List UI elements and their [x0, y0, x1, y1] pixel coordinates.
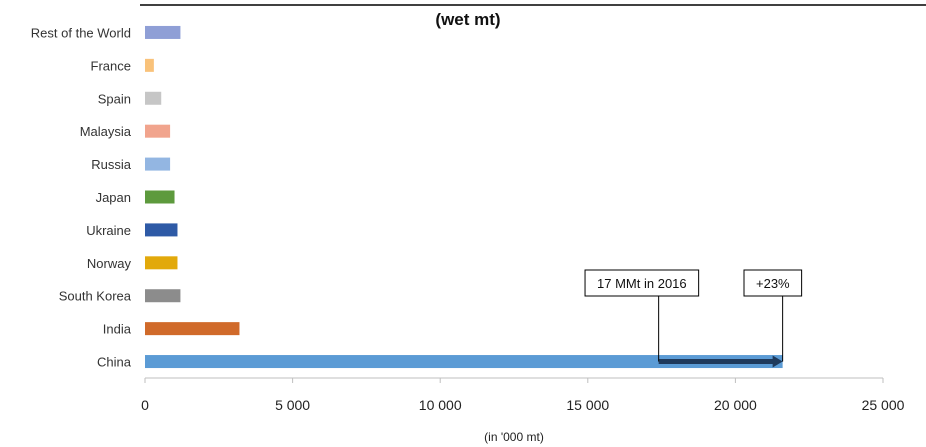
- annotations: 17 MMt in 2016 +23%: [584, 269, 803, 368]
- callout-box: [743, 269, 803, 297]
- x-tick-label: 15 000: [566, 397, 609, 413]
- bar-france: [145, 58, 154, 72]
- category-label-south-korea: South Korea: [59, 289, 132, 304]
- chart-title: (wet mt): [435, 10, 500, 29]
- x-ticks: 0 5 000 10 000 15 000 20 000 25 000: [141, 378, 905, 413]
- x-tick-label: 0: [141, 397, 149, 413]
- callout-box: [584, 269, 700, 297]
- bar-china: [145, 355, 783, 369]
- x-tick-label: 5 000: [275, 397, 310, 413]
- x-axis-title: (in '000 mt): [484, 430, 544, 444]
- category-label-china: China: [97, 355, 132, 370]
- category-label-malaysia: Malaysia: [80, 124, 132, 139]
- bar-japan: [145, 190, 175, 204]
- bar-rest-of-the-world: [145, 25, 181, 39]
- category-label-japan: Japan: [96, 190, 131, 205]
- category-label-india: India: [103, 322, 132, 337]
- bar-russia: [145, 157, 171, 171]
- bar-malaysia: [145, 124, 171, 138]
- x-tick-label: 25 000: [862, 397, 905, 413]
- category-label-russia: Russia: [91, 157, 132, 172]
- category-label-norway: Norway: [87, 256, 132, 271]
- bar-group: [145, 25, 783, 369]
- callout-text: 17 MMt in 2016: [597, 276, 687, 291]
- bar-spain: [145, 91, 162, 105]
- x-tick-label: 10 000: [419, 397, 462, 413]
- bar-ukraine: [145, 223, 178, 237]
- category-label-ukraine: Ukraine: [86, 223, 131, 238]
- category-labels: Rest of the World France Spain Malaysia Russ…: [31, 25, 132, 369]
- bar-norway: [145, 256, 178, 270]
- category-label-france: France: [91, 58, 131, 73]
- bar-india: [145, 322, 240, 336]
- category-label-spain: Spain: [98, 91, 131, 106]
- x-tick-label: 20 000: [714, 397, 757, 413]
- growth-arrow-head: [772, 355, 783, 368]
- callout-text: +23%: [756, 276, 790, 291]
- bar-south-korea: [145, 289, 181, 303]
- category-label-rest-of-the-world: Rest of the World: [31, 25, 131, 40]
